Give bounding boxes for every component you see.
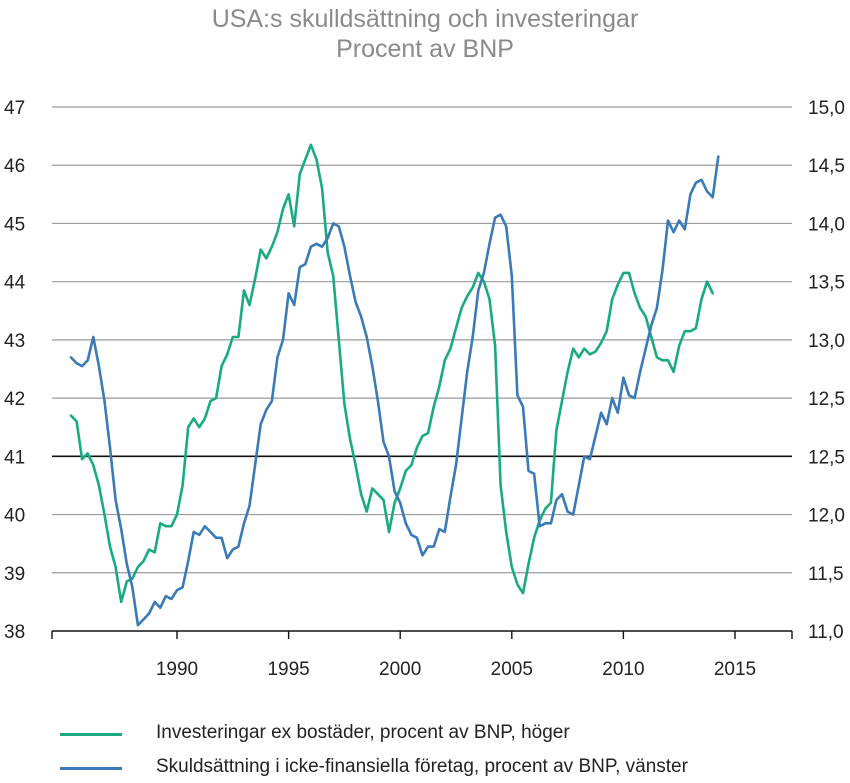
chart-subtitle: Procent av BNP <box>336 35 514 63</box>
legend-label-investeringar: Investeringar ex bostäder, procent av BN… <box>156 722 570 743</box>
legend-item-skuldsattning: Skuldsättning i icke-finansiella företag… <box>60 756 850 780</box>
legend-label-skuldsattning: Skuldsättning i icke-finansiella företag… <box>156 756 688 777</box>
right-tick-label: 12,0 <box>808 506 845 527</box>
chart-title: USA:s skulldsättning och investeringar <box>211 5 639 33</box>
right-tick-label: 13,5 <box>808 273 845 294</box>
right-tick-label: 11,0 <box>808 622 844 643</box>
right-tick-label: 14,0 <box>808 214 845 235</box>
left-tick-label: 43 <box>4 331 25 352</box>
right-tick-label: 15,0 <box>808 98 845 119</box>
series-line-investeringar <box>69 143 714 604</box>
left-tick-label: 38 <box>4 622 25 643</box>
right-tick-label: 13,0 <box>808 331 845 352</box>
legend-swatch-green <box>60 733 122 736</box>
left-tick-label: 40 <box>4 506 25 527</box>
left-tick-label: 42 <box>4 389 25 410</box>
legend-swatch-blue <box>60 767 122 770</box>
left-tick-label: 39 <box>4 564 25 585</box>
left-tick-label: 41 <box>4 447 25 468</box>
left-tick-label: 44 <box>4 273 26 294</box>
legend-item-investeringar: Investeringar ex bostäder, procent av BN… <box>60 722 850 746</box>
right-tick-label: 12,5 <box>808 389 845 410</box>
x-tick-label: 2015 <box>714 659 756 680</box>
left-tick-label: 47 <box>4 98 25 119</box>
right-tick-label: 12,5 <box>808 447 845 468</box>
series-line-skuldsattning <box>69 155 720 627</box>
left-tick-label: 46 <box>4 156 25 177</box>
x-tick-label: 1990 <box>156 659 198 680</box>
x-tick-label: 1995 <box>267 659 309 680</box>
left-tick-label: 45 <box>4 214 25 235</box>
right-tick-label: 14,5 <box>808 156 845 177</box>
x-tick-label: 2000 <box>379 659 421 680</box>
x-tick-label: 2010 <box>602 659 644 680</box>
right-tick-label: 11,5 <box>808 564 844 585</box>
x-tick-label: 2005 <box>491 659 533 680</box>
